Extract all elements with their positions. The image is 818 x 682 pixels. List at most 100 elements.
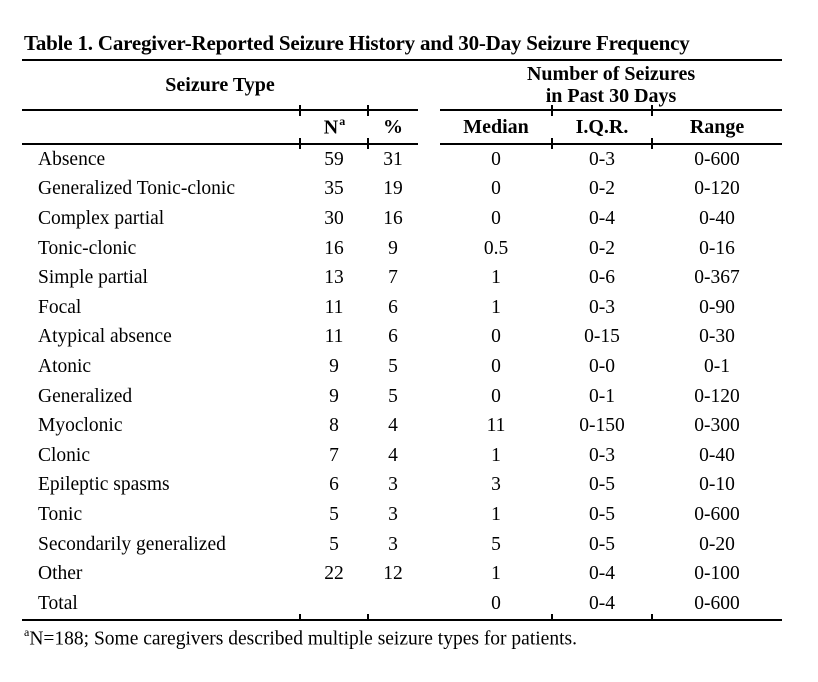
range-cell: 0-600 — [650, 588, 783, 621]
col-header-range: Range — [650, 104, 783, 148]
range-cell: 0-16 — [699, 237, 735, 259]
seizure-type-cell: Total — [22, 588, 300, 621]
median-cell: 0 — [491, 148, 501, 170]
table-row: Tonic-clonic 16 9 0.5 0-2 0-16 — [22, 234, 782, 264]
iqr-cell: 0-15 — [584, 326, 620, 348]
iqr-cell: 0-1 — [589, 385, 615, 407]
n-cell — [299, 588, 368, 621]
seizure-type-cell: Other — [38, 563, 83, 585]
iqr-cell: 0-2 — [589, 178, 615, 200]
median-cell: 0 — [491, 178, 501, 200]
median-cell: 0 — [491, 355, 501, 377]
percent-cell: 31 — [383, 148, 403, 170]
table-row: Tonic 5 3 1 0-5 0-600 — [22, 500, 782, 530]
n-cell: 59 — [324, 148, 344, 170]
table-row: Other 22 12 1 0-4 0-100 — [22, 559, 782, 589]
column-gap — [418, 471, 440, 501]
col-header-empty — [22, 110, 300, 145]
n-cell: 30 — [324, 207, 344, 229]
table-row: Clonic 7 4 1 0-3 0-40 — [22, 441, 782, 471]
group-header-row: Seizure Type Number of Seizures in Past … — [22, 60, 783, 111]
median-cell: 11 — [486, 415, 506, 437]
table-row: Secondarily generalized 5 3 5 0-5 0-20 — [22, 530, 782, 560]
n-cell: 5 — [329, 503, 339, 525]
seizure-type-cell: Generalized — [38, 385, 133, 407]
seizure-history-table: Table 1. Caregiver-Reported Seizure Hist… — [22, 30, 783, 651]
n-cell: 7 — [329, 444, 339, 466]
median-cell: 0 — [491, 326, 501, 348]
iqr-cell: 0-4 — [589, 207, 615, 229]
iqr-cell: 0-3 — [589, 148, 615, 170]
iqr-cell: 0-3 — [589, 444, 615, 466]
n-cell: 11 — [324, 326, 344, 348]
percent-cell: 3 — [388, 503, 398, 525]
group-header-seizure-type: Seizure Type — [22, 60, 418, 111]
table-row-total: Total 0 0-4 0-600 — [22, 588, 783, 621]
table-row: Generalized 9 5 0 0-1 0-120 — [22, 382, 782, 412]
range-cell: 0-120 — [694, 178, 740, 200]
seizure-type-cell: Myoclonic — [38, 415, 123, 437]
footnote-superscript: a — [24, 624, 30, 639]
seizure-type-cell: Clonic — [38, 444, 90, 466]
seizure-type-cell: Atypical absence — [38, 326, 172, 348]
n-label: N — [323, 116, 339, 139]
column-gap — [418, 352, 440, 382]
iqr-cell: 0-5 — [589, 533, 615, 555]
col-header-n: Na — [299, 104, 368, 148]
median-cell: 1 — [491, 267, 501, 289]
range-cell: 0-600 — [694, 503, 740, 525]
median-cell: 1 — [491, 296, 501, 318]
n-cell: 13 — [324, 267, 344, 289]
percent-cell — [367, 588, 418, 621]
percent-cell: 4 — [388, 444, 398, 466]
group-header-line2: in Past 30 Days — [545, 85, 677, 107]
column-gap — [418, 530, 440, 560]
percent-cell: 3 — [388, 474, 398, 496]
seizure-type-cell: Complex partial — [38, 207, 165, 229]
table-row: Focal 11 6 1 0-3 0-90 — [22, 293, 782, 323]
n-cell: 6 — [329, 474, 339, 496]
iqr-cell: 0-150 — [579, 415, 625, 437]
percent-cell: 6 — [388, 296, 398, 318]
column-gap — [418, 382, 440, 412]
column-gap — [418, 234, 440, 264]
n-cell: 16 — [324, 237, 344, 259]
range-cell: 0-367 — [694, 267, 740, 289]
n-cell: 9 — [329, 355, 339, 377]
median-cell: 5 — [491, 533, 501, 555]
percent-cell: 12 — [383, 563, 403, 585]
col-header-percent: % — [367, 104, 418, 148]
iqr-cell: 0-2 — [589, 237, 615, 259]
range-cell: 0-40 — [699, 207, 735, 229]
median-cell: 1 — [491, 503, 501, 525]
median-cell: 1 — [491, 563, 501, 585]
column-gap — [418, 588, 440, 621]
seizure-type-cell: Simple partial — [38, 267, 148, 289]
range-cell: 0-600 — [694, 148, 740, 170]
group-header-seizures-30-days: Number of Seizures in Past 30 Days — [440, 60, 783, 111]
median-cell: 0 — [491, 207, 501, 229]
percent-cell: 19 — [383, 178, 403, 200]
iqr-cell: 0-4 — [589, 563, 615, 585]
median-cell: 0.5 — [483, 237, 509, 259]
percent-cell: 9 — [388, 237, 398, 259]
table-row: Generalized Tonic-clonic 35 19 0 0-2 0-1… — [22, 175, 782, 205]
table-row: Epileptic spasms 6 3 3 0-5 0-10 — [22, 471, 782, 501]
column-gap — [418, 293, 440, 323]
table-row: Atypical absence 11 6 0 0-15 0-30 — [22, 323, 782, 353]
range-cell: 0-30 — [699, 326, 735, 348]
table-row: Myoclonic 8 4 11 0-150 0-300 — [22, 411, 782, 441]
table-title: Table 1. Caregiver-Reported Seizure Hist… — [22, 30, 783, 61]
n-cell: 9 — [329, 385, 339, 407]
table-row: Atonic 9 5 0 0-0 0-1 — [22, 352, 782, 382]
column-header-row: Na % Median I.Q.R. Range — [22, 104, 783, 148]
median-cell: 3 — [491, 474, 501, 496]
footnote-row: aN=188; Some caregivers described multip… — [22, 620, 782, 651]
table-footnote: aN=188; Some caregivers described multip… — [22, 620, 782, 651]
seizure-type-cell: Tonic-clonic — [38, 237, 137, 259]
range-cell: 0-10 — [699, 474, 735, 496]
range-cell: 0-120 — [694, 385, 740, 407]
n-cell: 22 — [324, 563, 344, 585]
median-cell: 0 — [491, 385, 501, 407]
column-gap — [418, 411, 440, 441]
